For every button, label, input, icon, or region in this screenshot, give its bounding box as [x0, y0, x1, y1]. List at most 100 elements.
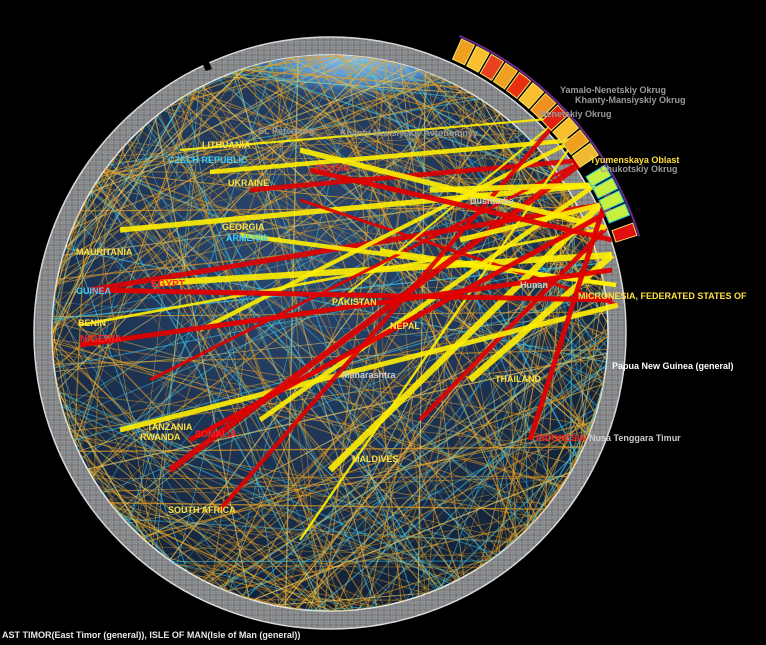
network-link [91, 69, 419, 478]
network-link [73, 199, 87, 443]
network-link [135, 475, 569, 533]
network-link [52, 348, 119, 513]
network-link [399, 64, 465, 577]
network-link [52, 70, 240, 357]
region-bar-segment [465, 45, 490, 73]
network-link [239, 407, 599, 597]
network-link [538, 317, 608, 517]
network-link [232, 72, 414, 599]
network-link [426, 72, 508, 119]
network-link [52, 144, 126, 356]
network-link [139, 56, 302, 537]
network-link [111, 504, 149, 544]
network-link [89, 191, 537, 521]
network-link [453, 203, 577, 582]
network-link [58, 390, 461, 580]
network-link [74, 89, 196, 444]
network-link [237, 55, 339, 72]
network-link [487, 258, 599, 562]
network-link [146, 383, 604, 543]
label-benin: BENIN [78, 318, 106, 328]
label-micronesia: MICRONESIA, FEDERATED STATES OF [578, 291, 747, 301]
network-link [109, 502, 546, 510]
network-link [182, 56, 297, 98]
network-link [173, 562, 362, 610]
highlight-link [327, 202, 603, 473]
network-link [427, 89, 466, 594]
ring-gap [196, 48, 212, 71]
network-link [570, 273, 603, 473]
label-russia: RUSSIA [316, 163, 351, 173]
network-link [69, 124, 147, 237]
strong-link [527, 179, 615, 441]
network-link [130, 526, 515, 542]
network-link [52, 125, 145, 336]
bar-group-outline [458, 35, 641, 237]
network-link [100, 95, 476, 178]
network-link [52, 308, 458, 581]
network-link [79, 212, 359, 610]
network-link [93, 186, 561, 489]
network-link [571, 196, 586, 444]
highlight-link [159, 251, 613, 287]
network-link [102, 55, 346, 495]
network-link [52, 359, 330, 611]
network-link [449, 519, 536, 585]
micronesia-bar-segment [611, 222, 638, 243]
label-maharashtra: Maharashtra [342, 370, 397, 380]
network-link [52, 325, 72, 435]
label-png: Papua New Guinea (general) [612, 361, 734, 371]
network-link [53, 55, 354, 307]
region-bar-segment [518, 82, 545, 110]
highlight-link [179, 116, 561, 152]
network-link [90, 69, 420, 193]
network-link [61, 406, 451, 585]
network-link [52, 186, 95, 313]
network-link [54, 295, 167, 559]
highlight-link [209, 137, 576, 175]
highlight-link [119, 182, 596, 233]
network-link [529, 412, 597, 527]
label-lithuania: LITHUANIA [202, 140, 251, 150]
network-link [52, 113, 160, 334]
network-link [340, 55, 560, 491]
network-link [108, 98, 480, 166]
network-link [330, 556, 496, 611]
network-link [254, 64, 585, 221]
network-link [219, 333, 608, 589]
network-link [113, 507, 468, 575]
network-link [58, 91, 193, 271]
network-link [232, 72, 590, 433]
label-layer: Yamalo-Nenetskiy Okrug Khanty-Mansiyskiy… [76, 85, 747, 515]
network-link [135, 95, 186, 532]
network-link [87, 468, 338, 611]
label-khanty: Khanty-Mansiyskiy Okrug [575, 95, 686, 105]
network-link [52, 330, 402, 603]
highlight-link [299, 147, 607, 231]
region-bar-segment [604, 203, 631, 224]
network-link [57, 58, 374, 390]
network-link [52, 347, 562, 487]
label-mauritania: MAURITANIA [76, 247, 133, 257]
network-link [54, 260, 599, 369]
network-link [100, 490, 470, 574]
region-bar-segment [479, 53, 505, 81]
network-link [127, 430, 591, 524]
label-yamalo: Yamalo-Nenetskiy Okrug [560, 85, 666, 95]
label-chukotskiy: Chukotskiy Okrug [600, 164, 678, 174]
label-indonesia: INDONESIA [536, 433, 587, 443]
strong-link [309, 167, 613, 243]
network-link [226, 522, 533, 592]
network-link [108, 501, 349, 611]
network-link [171, 560, 490, 563]
network-link [58, 74, 434, 274]
network-link [93, 165, 109, 480]
network-link [97, 485, 383, 607]
network-link [544, 460, 577, 510]
network-link [207, 328, 608, 584]
network-link [168, 55, 344, 107]
network-link [343, 242, 594, 611]
label-south-africa: SOUTH AFRICA [168, 505, 236, 515]
network-link [432, 521, 535, 592]
strong-link [188, 207, 614, 443]
